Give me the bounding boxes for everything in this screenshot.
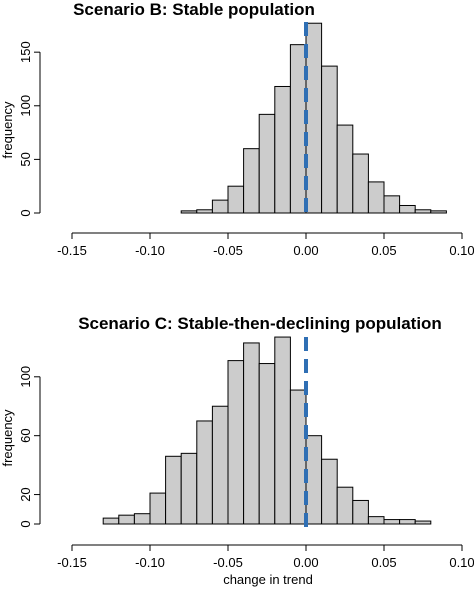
histogram-bar	[227, 185, 245, 214]
histogram-bar	[414, 520, 432, 525]
y-axis: 0 20 60 100	[18, 366, 41, 528]
histogram-bar	[258, 113, 276, 214]
panel-title: Scenario B: Stable population	[73, 0, 315, 19]
x-tick-label: 0.05	[371, 243, 396, 258]
histogram-bar	[430, 210, 447, 214]
y-tick-label: 20	[18, 487, 33, 501]
histogram-bar	[133, 513, 151, 525]
histogram-bar	[305, 22, 323, 214]
histogram-bar	[102, 517, 120, 525]
y-tick-label: 100	[18, 95, 33, 117]
panel-title: Scenario C: Stable-then-declining popula…	[78, 314, 442, 333]
y-axis-label: frequency	[0, 409, 15, 467]
y-axis-label: frequency	[0, 101, 15, 159]
histogram-bar	[336, 486, 354, 525]
bars	[102, 336, 432, 525]
x-axis: -0.15 -0.10 -0.05 0.00 0.05 0.10	[57, 232, 474, 258]
y-tick-label: 50	[18, 152, 33, 166]
x-tick-label: 0.10	[449, 243, 474, 258]
x-tick-label: 0.00	[293, 243, 318, 258]
histogram-bar	[196, 209, 213, 214]
y-tick-label: 150	[18, 41, 33, 63]
histogram-bar	[321, 65, 338, 214]
bars	[180, 22, 447, 214]
histogram-bar	[383, 195, 401, 214]
histogram-bar	[336, 124, 354, 214]
x-tick-label: -0.10	[135, 555, 165, 570]
y-axis: 0 50 100 150	[18, 41, 41, 217]
histogram-bar	[149, 492, 167, 525]
histogram-bar	[289, 389, 307, 525]
histogram-bar	[211, 199, 229, 214]
histogram-bar	[274, 336, 291, 525]
x-tick-label: -0.10	[135, 243, 165, 258]
x-tick-label: -0.05	[213, 555, 243, 570]
histogram-bar	[383, 519, 401, 525]
histogram-bar	[305, 435, 323, 525]
histogram-bar	[211, 405, 229, 525]
histogram-bar	[367, 181, 385, 214]
histogram-bar	[118, 514, 135, 525]
histogram-bar	[227, 360, 245, 525]
histogram-bar	[243, 148, 260, 214]
histogram-bar	[414, 209, 432, 214]
histogram-bar	[399, 519, 416, 525]
histogram-bar	[243, 342, 260, 525]
x-axis: -0.15 -0.10 -0.05 0.00 0.05 0.10	[57, 544, 474, 570]
panel-scenario-b: Scenario B: Stable population frequency …	[0, 0, 474, 258]
x-tick-label: 0.05	[371, 555, 396, 570]
panel-scenario-c: Scenario C: Stable-then-declining popula…	[0, 314, 474, 587]
histogram-bar	[274, 85, 291, 214]
y-tick-label: 60	[18, 428, 33, 442]
histogram-bar	[258, 363, 276, 525]
histogram-bar	[165, 455, 182, 525]
x-tick-label: -0.05	[213, 243, 243, 258]
x-tick-label: 0.00	[293, 555, 318, 570]
y-tick-label: 100	[18, 366, 33, 388]
histogram-bar	[289, 44, 307, 214]
histogram-bar	[180, 210, 198, 214]
y-tick-label: 0	[18, 520, 33, 527]
histogram-bar	[196, 420, 213, 525]
y-tick-label: 0	[18, 209, 33, 216]
histogram-bar	[352, 153, 369, 214]
histogram-bar	[180, 452, 198, 525]
x-tick-label: -0.15	[57, 243, 87, 258]
histogram-bar	[352, 499, 369, 525]
histogram-bar	[321, 458, 338, 525]
x-axis-label: change in trend	[223, 572, 313, 587]
histogram-bar	[399, 204, 416, 214]
histogram-bar	[367, 516, 385, 525]
x-tick-label: -0.15	[57, 555, 87, 570]
x-tick-label: 0.10	[449, 555, 474, 570]
